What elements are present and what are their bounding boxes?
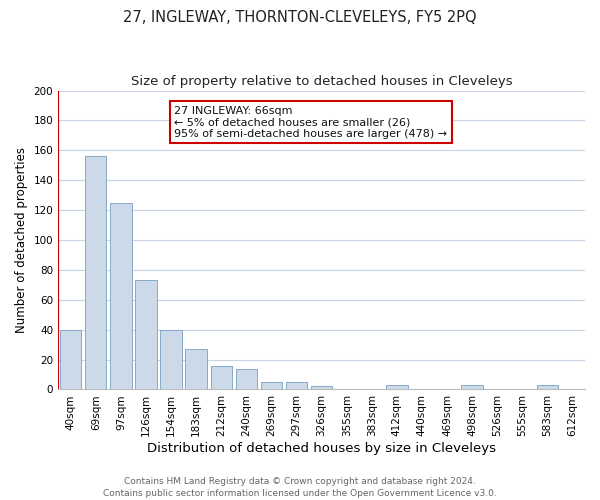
Text: 27, INGLEWAY, THORNTON-CLEVELEYS, FY5 2PQ: 27, INGLEWAY, THORNTON-CLEVELEYS, FY5 2P… (123, 10, 477, 25)
X-axis label: Distribution of detached houses by size in Cleveleys: Distribution of detached houses by size … (147, 442, 496, 455)
Bar (261, 382, 282, 390)
Bar (461, 385, 483, 390)
Bar (286, 382, 307, 390)
Text: Contains HM Land Registry data © Crown copyright and database right 2024.
Contai: Contains HM Land Registry data © Crown c… (103, 476, 497, 498)
Bar (136, 280, 157, 390)
Bar (386, 385, 407, 390)
Bar (160, 330, 182, 390)
Bar (537, 385, 558, 390)
Bar (60, 330, 82, 390)
Bar (236, 368, 257, 390)
Bar (185, 349, 207, 390)
Text: 27 INGLEWAY: 66sqm
← 5% of detached houses are smaller (26)
95% of semi-detached: 27 INGLEWAY: 66sqm ← 5% of detached hous… (174, 106, 447, 138)
Title: Size of property relative to detached houses in Cleveleys: Size of property relative to detached ho… (131, 75, 512, 88)
Bar (85, 156, 106, 390)
Bar (211, 366, 232, 390)
Bar (311, 386, 332, 390)
Bar (110, 202, 131, 390)
Y-axis label: Number of detached properties: Number of detached properties (15, 147, 28, 333)
